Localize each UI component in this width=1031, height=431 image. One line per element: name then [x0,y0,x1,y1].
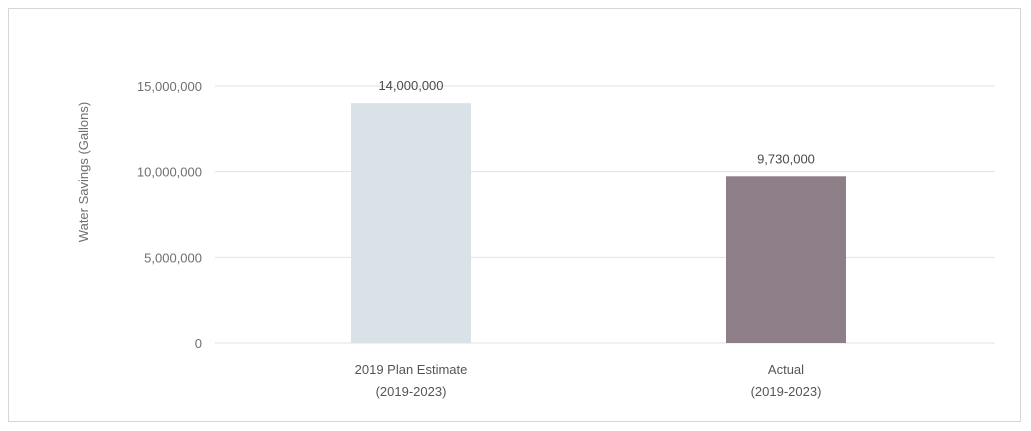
bar [351,103,471,343]
bar-value-label: 9,730,000 [757,151,815,166]
bars [351,103,846,343]
bar-value-label: 14,000,000 [378,78,443,93]
gridlines [215,85,995,344]
y-tick-label: 0 [195,336,202,351]
y-axis-label: Water Savings (Gallons) [76,102,91,242]
x-category-label: (2019-2023) [376,384,447,399]
value-labels: 14,000,000 9,730,000 [378,78,814,166]
y-tick-label: 10,000,000 [137,165,202,180]
bar [726,176,846,343]
x-category-label: 2019 Plan Estimate [355,362,468,377]
y-axis-ticks: 0 5,000,000 10,000,000 15,000,000 [137,79,202,351]
y-tick-label: 15,000,000 [137,79,202,94]
x-axis-categories: 2019 Plan Estimate (2019-2023) Actual (2019… [355,362,822,399]
y-tick-label: 5,000,000 [144,250,202,265]
x-category-label: Actual [768,362,804,377]
x-category-label: (2019-2023) [751,384,822,399]
chart-frame [8,8,1021,422]
